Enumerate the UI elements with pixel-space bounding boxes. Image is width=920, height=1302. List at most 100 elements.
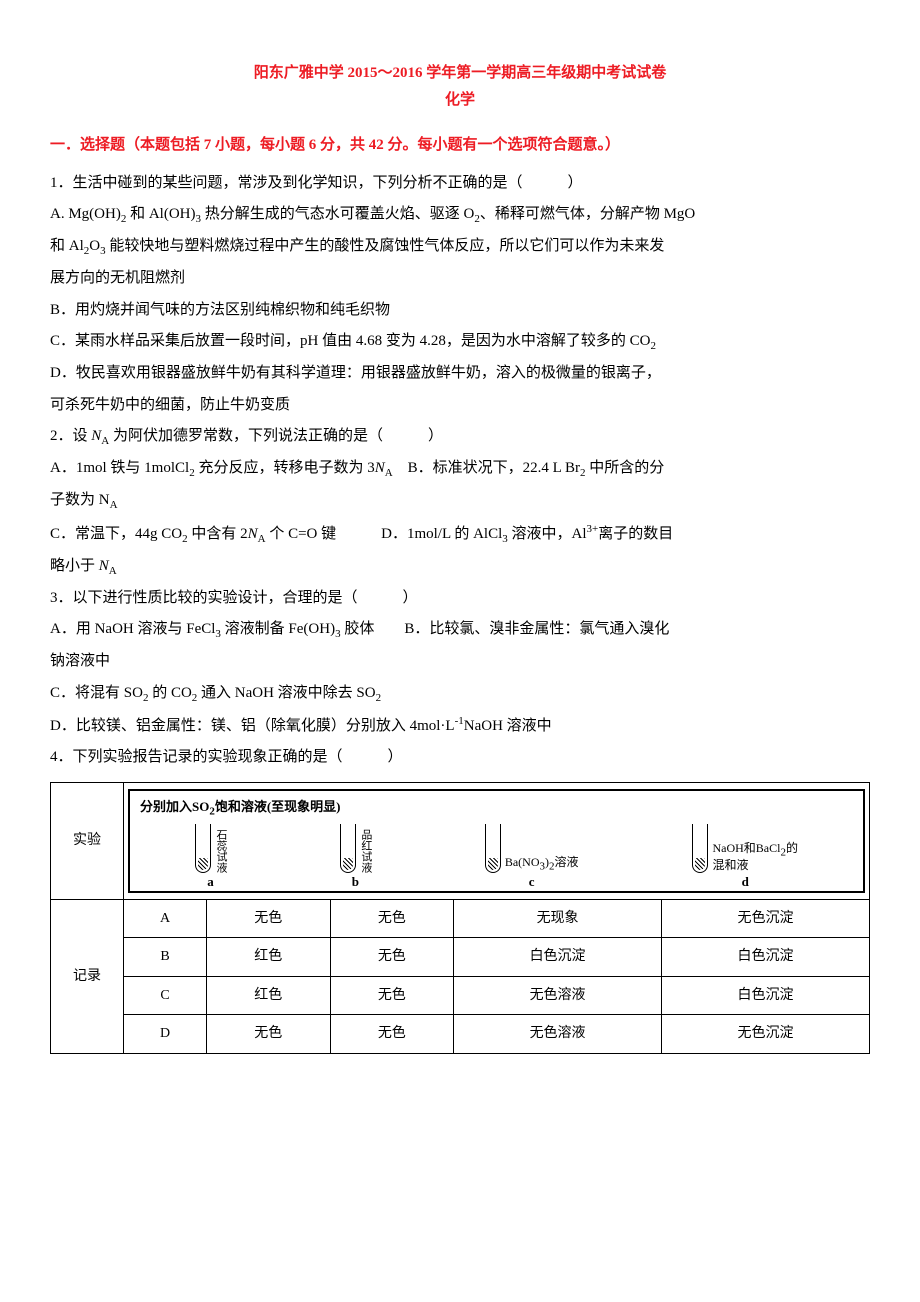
text: 通入 NaOH 溶液中除去 SO: [197, 685, 375, 701]
table-row: 记录 A 无色 无色 无现象 无色沉淀: [51, 899, 870, 937]
text: 品红: [360, 829, 372, 851]
text: 略小于: [50, 558, 99, 574]
cell-id: C: [124, 976, 207, 1014]
q3-optAB-line2: 钠溶液中: [50, 646, 870, 678]
cell-d: 无色沉淀: [662, 1015, 870, 1053]
text: 溶液制备 Fe(OH): [221, 621, 335, 637]
tube-c-letter: c: [529, 875, 535, 889]
sub: A: [258, 533, 266, 545]
test-tube-icon: [485, 824, 501, 873]
text: 2．设: [50, 428, 91, 444]
cell-b: 无色: [330, 976, 454, 1014]
q2-optAB-line2: 子数为 NA: [50, 485, 870, 517]
text: 能较快地与塑料燃烧过程中产生的酸性及腐蚀性气体反应，所以它们可以作为未来发: [106, 238, 665, 254]
text: 子数为 N: [50, 492, 110, 508]
sup: -1: [455, 715, 464, 727]
text: 试液: [360, 851, 372, 873]
cell-a: 无色: [207, 1015, 331, 1053]
text: 个 C=O 键 D．1mol/L 的 AlCl: [266, 526, 503, 542]
q2-optCD-line2: 略小于 NA: [50, 551, 870, 583]
q1-optA-line1: A. Mg(OH)2 和 Al(OH)3 热分解生成的气态水可覆盖火焰、驱逐 O…: [50, 199, 870, 231]
text: C．将混有 SO: [50, 685, 143, 701]
text: A．1mol 铁与 1molCl: [50, 460, 189, 476]
tube-c-label: Ba(NO3)2溶液: [505, 856, 579, 873]
sub: A: [385, 467, 393, 479]
cell-d: 无色沉淀: [662, 899, 870, 937]
text: NaOH和BaCl: [712, 841, 780, 855]
text: 溶液中，Al: [508, 526, 587, 542]
exam-title: 阳东广雅中学 2015～2016 学年第一学期高三年级期中考试试卷: [50, 60, 870, 87]
experiment-diagram-cell: 分别加入SO2饱和溶液(至现象明显) 石蕊试液 a 品红试液 b: [124, 782, 870, 899]
q1-optD-line2: 可杀死牛奶中的细菌，防止牛奶变质: [50, 390, 870, 422]
text: 和 Al(OH): [126, 206, 195, 222]
section-1-heading: 一．选择题（本题包括 7 小题，每小题 6 分，共 42 分。每小题有一个选项符…: [50, 130, 870, 162]
text: 石蕊: [215, 829, 227, 851]
text: 充分反应，转移电子数为 3: [195, 460, 375, 476]
text: 溶液: [555, 855, 579, 869]
test-tube-icon: [692, 824, 708, 873]
text: NaOH 溶液中: [464, 718, 552, 734]
var: N: [375, 460, 385, 476]
cell-a: 红色: [207, 976, 331, 1014]
row-label-record: 记录: [51, 899, 124, 1053]
q2-stem: 2．设 NA 为阿伏加德罗常数，下列说法正确的是（ ）: [50, 421, 870, 453]
cell-a: 无色: [207, 899, 331, 937]
cell-b: 无色: [330, 899, 454, 937]
text: O: [89, 238, 100, 254]
q3-stem: 3．以下进行性质比较的实验设计，合理的是（ ）: [50, 583, 870, 615]
table-row: D 无色 无色 无色溶液 无色沉淀: [51, 1015, 870, 1053]
text: C．常温下，44g CO: [50, 526, 182, 542]
q2-optAB-line1: A．1mol 铁与 1molCl2 充分反应，转移电子数为 3NA B．标准状况…: [50, 453, 870, 485]
q2-optCD-line1: C．常温下，44g CO2 中含有 2NA 个 C=O 键 D．1mol/L 的…: [50, 518, 870, 551]
cell-d: 白色沉淀: [662, 976, 870, 1014]
tube-d: NaOH和BaCl2的混和液 d: [692, 806, 798, 889]
text: 的 CO: [148, 685, 191, 701]
var: N: [91, 428, 101, 444]
table-row: C 红色 无色 无色溶液 白色沉淀: [51, 976, 870, 1014]
q3-optAB-line1: A．用 NaOH 溶液与 FeCl3 溶液制备 Fe(OH)3 胶体 B．比较氯…: [50, 614, 870, 646]
q1-optA-line2: 和 Al2O3 能较快地与塑料燃烧过程中产生的酸性及腐蚀性气体反应，所以它们可以…: [50, 231, 870, 263]
var: N: [248, 526, 258, 542]
text: 混和液: [712, 858, 748, 872]
text: 和 Al: [50, 238, 84, 254]
tube-a-label: 石蕊试液: [215, 829, 226, 873]
cell-a: 红色: [207, 938, 331, 976]
q1-optD-line1: D．牧民喜欢用银器盛放鲜牛奶有其科学道理：用银器盛放鲜牛奶，溶入的极微量的银离子…: [50, 358, 870, 390]
row-label-experiment: 实验: [51, 782, 124, 899]
sub: 2: [650, 340, 656, 352]
cell-b: 无色: [330, 1015, 454, 1053]
q3-optD: D．比较镁、铝金属性：镁、铝（除氧化膜）分别放入 4mol·L-1NaOH 溶液…: [50, 710, 870, 743]
text: A．用 NaOH 溶液与 FeCl: [50, 621, 215, 637]
cell-c: 无色溶液: [454, 976, 662, 1014]
text: 分别加入SO: [140, 799, 209, 814]
tube-b-label: 品红试液: [360, 829, 371, 873]
sub: 2: [376, 692, 382, 704]
text: 的: [786, 841, 798, 855]
q3-optC: C．将混有 SO2 的 CO2 通入 NaOH 溶液中除去 SO2: [50, 678, 870, 710]
text: A. Mg(OH): [50, 206, 121, 222]
cell-id: D: [124, 1015, 207, 1053]
sup: 3+: [587, 523, 599, 535]
table-row-experiment: 实验 分别加入SO2饱和溶液(至现象明显) 石蕊试液 a 品红试液: [51, 782, 870, 899]
text: 饱和溶液(至现象明显): [215, 799, 341, 814]
text: 、稀释可燃气体，分解产物 MgO: [480, 206, 695, 222]
text: 离子的数目: [598, 526, 673, 542]
text: 胶体 B．比较氯、溴非金属性：氯气通入溴化: [341, 621, 670, 637]
cell-id: B: [124, 938, 207, 976]
text: 热分解生成的气态水可覆盖火焰、驱逐 O: [201, 206, 474, 222]
q1-optC: C．某雨水样品采集后放置一段时间，pH 值由 4.68 变为 4.28，是因为水…: [50, 326, 870, 358]
q1-optA-line3: 展方向的无机阻燃剂: [50, 263, 870, 295]
text: 试液: [215, 851, 227, 873]
cell-id: A: [124, 899, 207, 937]
q4-table: 实验 分别加入SO2饱和溶液(至现象明显) 石蕊试液 a 品红试液: [50, 782, 870, 1054]
experiment-diagram: 分别加入SO2饱和溶液(至现象明显) 石蕊试液 a 品红试液 b: [128, 789, 865, 893]
tube-b: 品红试液 b: [340, 806, 371, 889]
tube-c: Ba(NO3)2溶液 c: [485, 806, 579, 889]
tube-a-letter: a: [207, 875, 214, 889]
text: Ba(NO: [505, 855, 540, 869]
test-tube-icon: [195, 824, 211, 873]
sub: A: [110, 499, 118, 511]
exam-subject: 化学: [50, 87, 870, 114]
text: B．标准状况下，22.4 L Br: [393, 460, 580, 476]
cell-c: 无现象: [454, 899, 662, 937]
